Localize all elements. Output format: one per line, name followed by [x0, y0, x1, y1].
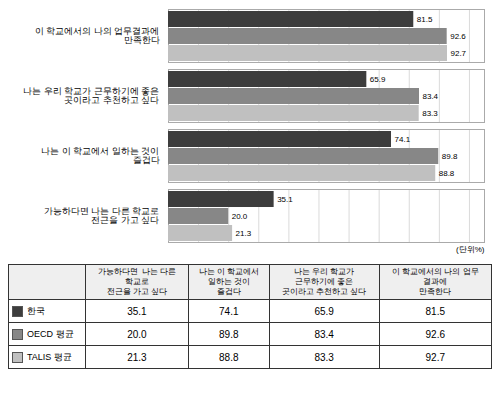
svg-text:(단위%): (단위%) — [456, 245, 485, 254]
html-text:83.3: 83.3 — [314, 351, 334, 363]
html-text:81.5: 81.5 — [425, 305, 445, 317]
svg-text:92.6: 92.6 — [450, 32, 466, 41]
html-text:35.1: 35.1 — [127, 305, 147, 317]
svg-text:81.5: 81.5 — [417, 15, 433, 24]
html-text:83.4: 83.4 — [314, 328, 334, 340]
svg-text:21.3: 21.3 — [236, 229, 252, 238]
html-text:TALIS 평균: TALIS 평균 — [27, 351, 72, 362]
html-text:20.0: 20.0 — [127, 328, 147, 340]
svg-text:74.1: 74.1 — [395, 135, 411, 144]
svg-text:65.9: 65.9 — [370, 75, 386, 84]
svg-text:35.1: 35.1 — [277, 195, 293, 204]
html-text:74.1: 74.1 — [219, 305, 239, 317]
html-text:65.9: 65.9 — [314, 305, 334, 317]
svg-text:83.4: 83.4 — [422, 92, 438, 101]
html-text:88.8: 88.8 — [219, 351, 239, 363]
svg-text:이 학교에서의 나의 업무결과에만족한다: 이 학교에서의 나의 업무결과에만족한다 — [35, 26, 160, 45]
svg-text:가능하다면 나는 다른 학교로전근을 가고 싶다: 가능하다면 나는 다른 학교로전근을 가고 싶다 — [44, 206, 160, 225]
html-text:92.6: 92.6 — [425, 328, 445, 340]
html-text:한국: 한국 — [27, 305, 45, 316]
svg-text:나는 이 학교에서 일하는 것이즐겁다: 나는 이 학교에서 일하는 것이즐겁다 — [41, 146, 159, 165]
html-text:OECD 평균: OECD 평균 — [27, 328, 74, 339]
svg-text:83.3: 83.3 — [422, 109, 438, 118]
html-text:나는 이 학교에서 일하는 것이 즐겁다: 나는 이 학교에서 일하는 것이 즐겁다 — [198, 267, 259, 296]
svg-text:20.0: 20.0 — [232, 212, 248, 221]
html-text:나는 우리 학교가 근무하기에 좋은 곳이라고 추천하고 싶: 나는 우리 학교가 근무하기에 좋은 곳이라고 추천하고 싶다 — [281, 267, 367, 296]
svg-text:나는 우리 학교가 근무하기에 좋은곳이라고 추천하고 싶다: 나는 우리 학교가 근무하기에 좋은곳이라고 추천하고 싶다 — [23, 86, 159, 105]
svg-text:92.7: 92.7 — [450, 49, 466, 58]
html-text:89.8: 89.8 — [219, 328, 239, 340]
html-text:가능하다면 나는 다른 학교로 전근을 가고 싶다: 가능하다면 나는 다른 학교로 전근을 가고 싶다 — [97, 267, 177, 296]
html-text:이 학교에서의 나의 업무 결과에 만족한다: 이 학교에서의 나의 업무 결과에 만족한다 — [391, 267, 479, 296]
html-text:21.3: 21.3 — [127, 351, 147, 363]
svg-text:89.8: 89.8 — [442, 152, 458, 161]
html-text:92.7: 92.7 — [425, 351, 445, 363]
svg-text:88.8: 88.8 — [439, 169, 455, 178]
